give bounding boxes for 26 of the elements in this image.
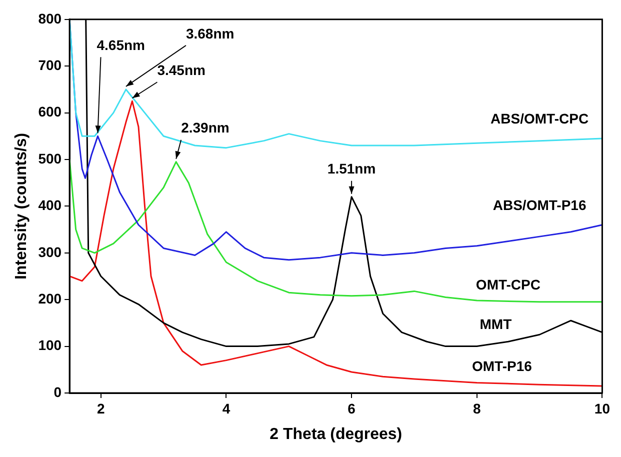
x-tick-label: 10: [594, 400, 610, 416]
x-tick-label: 2: [96, 400, 105, 416]
series-label: ABS/OMT-P16: [492, 197, 586, 214]
y-tick-label: 0: [54, 384, 62, 400]
y-tick-label: 500: [38, 150, 62, 166]
y-tick-label: 700: [38, 56, 62, 73]
series-label: OMT-CPC: [476, 276, 540, 292]
annotation: 3.45nm: [157, 62, 206, 78]
y-tick-label: 400: [38, 197, 62, 214]
x-tick-label: 6: [348, 400, 356, 416]
x-axis-title: 2 Theta (degrees): [270, 426, 402, 443]
x-tick-label: 4: [222, 400, 230, 416]
series-label: MMT: [480, 316, 512, 332]
annotation: 4.65nm: [96, 37, 146, 54]
annotation: 1.51nm: [327, 160, 376, 177]
x-tick-label: 8: [472, 400, 481, 416]
series-label: ABS/OMT-CPC: [490, 110, 589, 127]
y-tick-label: 300: [38, 244, 62, 260]
y-tick-label: 800: [38, 10, 62, 26]
annotation: 2.39nm: [181, 120, 230, 136]
annotation: 3.68nm: [186, 25, 234, 42]
series-label: OMT-P16: [472, 358, 532, 374]
y-axis-title: Intensity (counts/s): [13, 132, 30, 280]
y-tick-label: 100: [38, 337, 62, 354]
y-tick-label: 200: [38, 290, 62, 306]
y-tick-label: 600: [38, 104, 62, 120]
